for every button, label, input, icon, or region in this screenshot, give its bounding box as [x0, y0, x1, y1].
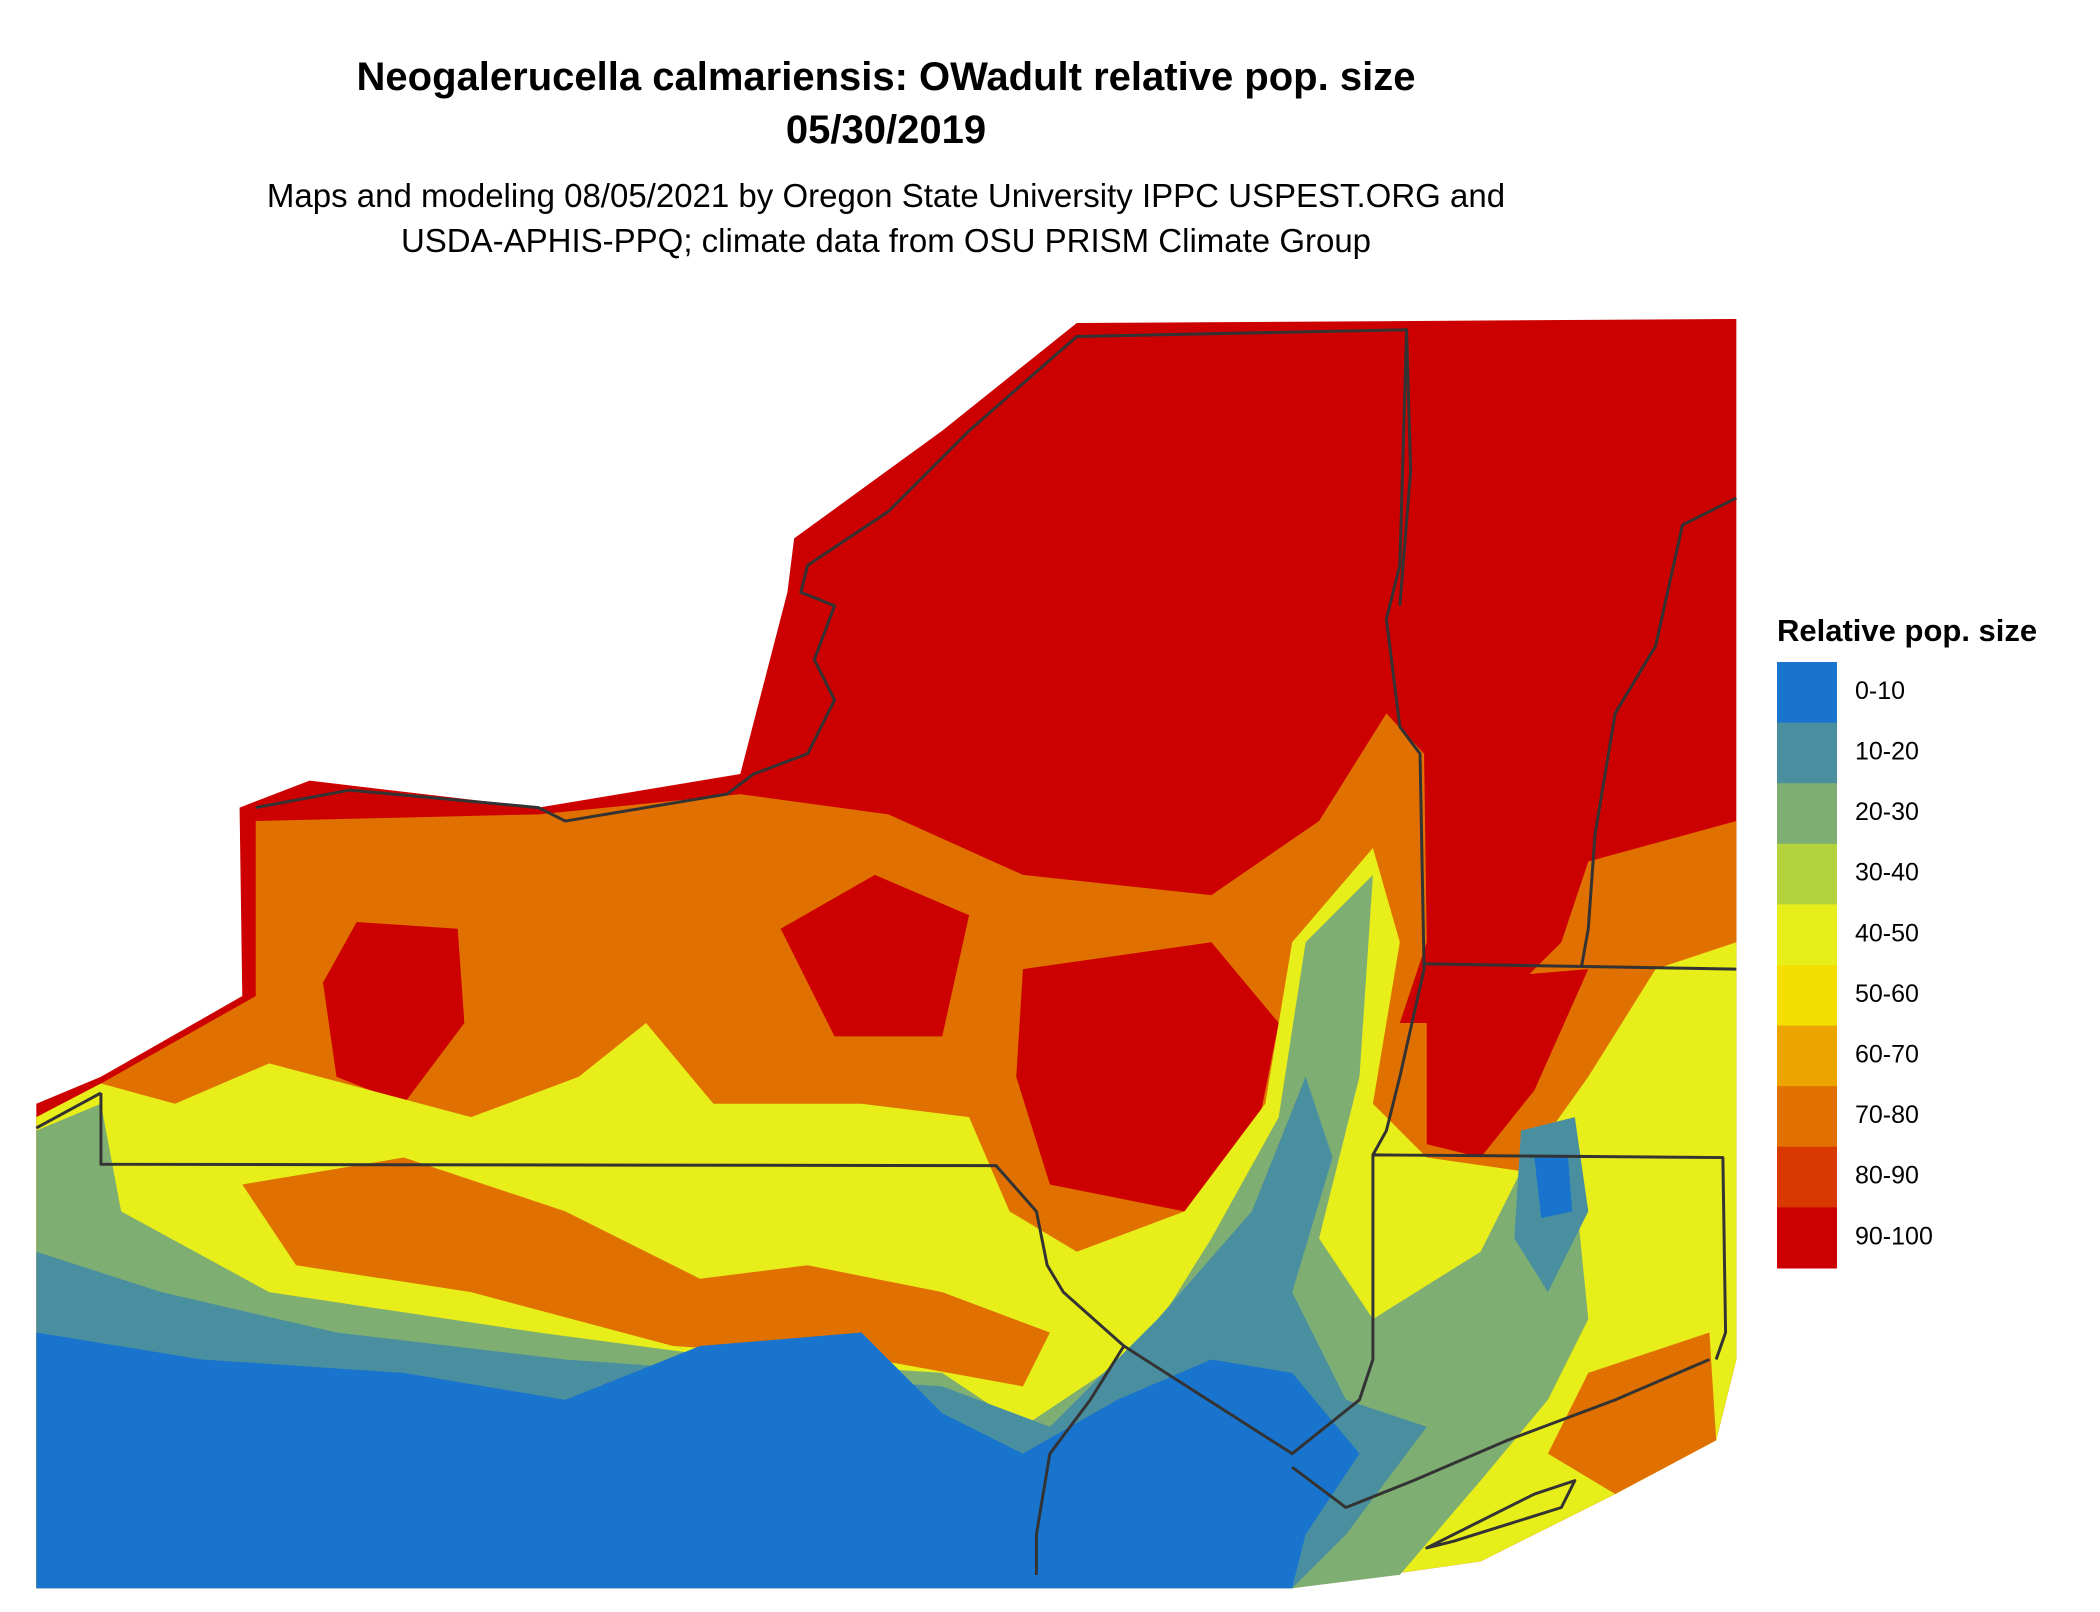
state-border: [99, 1092, 1728, 1456]
map-subtitle: Maps and modeling 08/05/2021 by Oregon S…: [267, 177, 1505, 214]
legend: 0-10 10-20 20-30 30-40 40-50 50-60 60-70 70-80 8…: [1777, 662, 1933, 1269]
legend-label: 10-20: [1855, 738, 1919, 766]
state-border: [1425, 1479, 1577, 1550]
state-border: [255, 328, 1426, 1156]
region: [780, 874, 970, 1037]
legend-label: 40-50: [1855, 919, 1919, 947]
legend-swatch: [1777, 1086, 1837, 1148]
legend-swatch: [1777, 783, 1837, 845]
legend-swatch: [1777, 1146, 1837, 1208]
legend-swatch: [1777, 1025, 1837, 1087]
legend-label: 60-70: [1855, 1041, 1919, 1069]
legend-label: 70-80: [1855, 1101, 1919, 1129]
region: [36, 1332, 1360, 1589]
legend-swatch: [1777, 662, 1837, 724]
region: [1426, 969, 1589, 1158]
state-border: [1580, 496, 1738, 967]
map-subtitle: USDA-APHIS-PPQ; climate data from OSU PR…: [401, 222, 1371, 259]
legend-label: 0-10: [1855, 677, 1905, 705]
state-border: [1291, 1358, 1711, 1510]
state-border: [35, 1091, 102, 1130]
legend-swatch: [1777, 722, 1837, 784]
region: [1534, 1157, 1573, 1219]
map-title: Neogalerucella calmariensis: OWadult rel…: [357, 55, 1416, 99]
legend-label: 80-90: [1855, 1162, 1919, 1190]
legend-swatch: [1777, 965, 1837, 1027]
map-date: 05/30/2019: [786, 108, 986, 152]
map: [35, 319, 1738, 1589]
legend-swatch: [1777, 1207, 1837, 1269]
region: [1016, 942, 1279, 1212]
legend-swatch: [1777, 904, 1837, 966]
legend-label: 30-40: [1855, 859, 1919, 887]
region: [323, 922, 465, 1104]
region: [242, 1157, 1050, 1387]
legend-label: 20-30: [1855, 798, 1919, 826]
legend-title: Relative pop. size: [1777, 613, 2037, 648]
legend-label: 90-100: [1855, 1222, 1933, 1250]
state-border: [1424, 962, 1737, 971]
state-border: [1398, 329, 1413, 606]
legend-swatch: [1777, 843, 1837, 905]
region: [1547, 1332, 1717, 1495]
state-border: [1034, 1345, 1126, 1575]
legend-label: 50-60: [1855, 980, 1919, 1008]
